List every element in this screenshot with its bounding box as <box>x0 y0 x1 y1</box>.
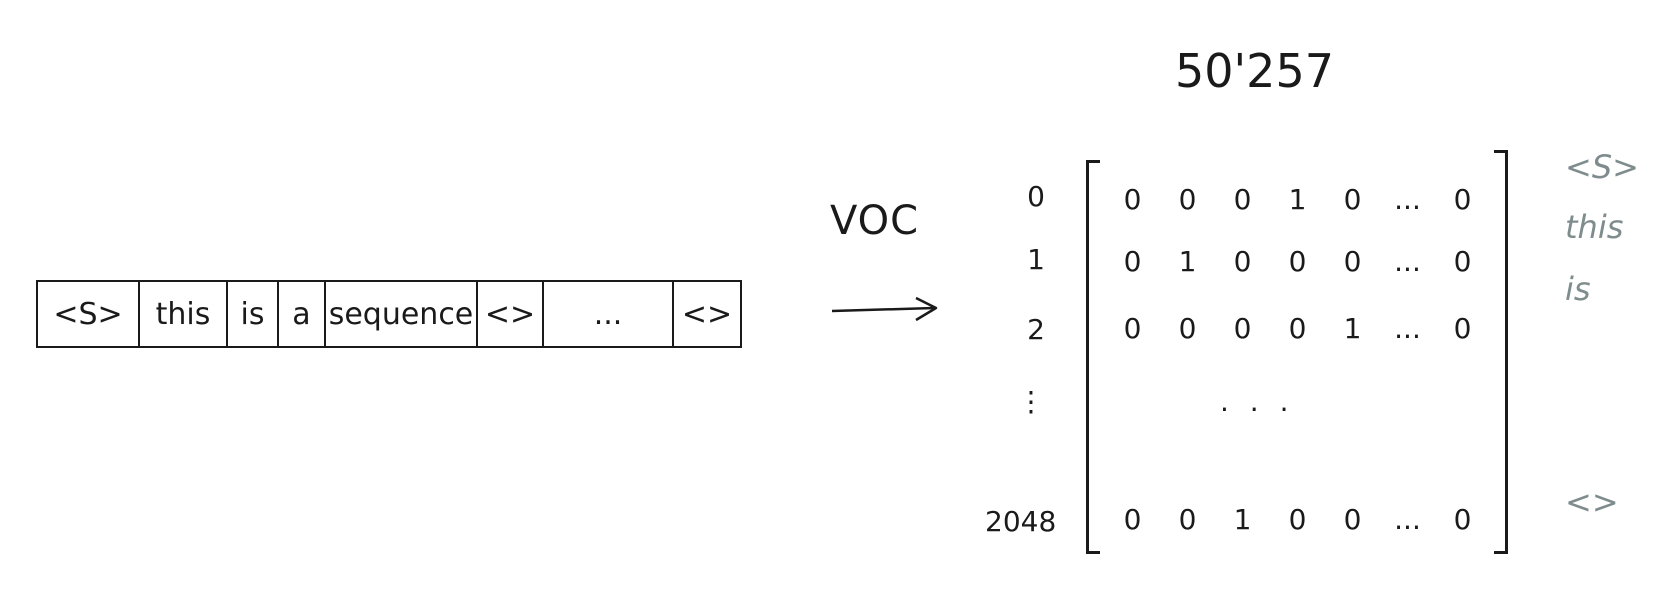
matrix-cell: ... <box>1394 183 1421 216</box>
matrix-cell: 0 <box>1123 312 1142 345</box>
token-cell: a <box>279 282 326 346</box>
row-token-label: this <box>1565 208 1624 246</box>
matrix-cell: 0 <box>1123 503 1142 536</box>
matrix-cell: 1 <box>1178 245 1197 278</box>
matrix-cell: 1 <box>1288 183 1307 216</box>
matrix-cell: 0 <box>1123 183 1142 216</box>
matrix-cell: 0 <box>1233 245 1252 278</box>
token-cell: ... <box>544 282 674 346</box>
matrix-cell: 0 <box>1343 183 1362 216</box>
vocab-size-label: 50'257 <box>1175 44 1334 98</box>
matrix-left-bracket <box>1086 160 1100 554</box>
matrix-cell: 0 <box>1453 245 1472 278</box>
token-cell: sequence <box>326 282 478 346</box>
row-index: ⋮ <box>1017 385 1045 418</box>
token-cell: <S> <box>38 282 140 346</box>
matrix-cell: 1 <box>1233 503 1252 536</box>
matrix-cell: 1 <box>1343 312 1362 345</box>
token-cell: this <box>140 282 228 346</box>
token-sequence: <S> this is a sequence <> ... <> <box>36 280 742 348</box>
row-index: 1 <box>1027 243 1045 276</box>
matrix-cell: 0 <box>1178 503 1197 536</box>
matrix-cell: 0 <box>1453 503 1472 536</box>
row-token-label: is <box>1565 270 1591 308</box>
matrix-row: 0 0 0 0 1 ... 0 <box>1105 312 1490 345</box>
matrix-row: 0 0 1 0 0 ... 0 <box>1105 503 1490 536</box>
matrix-cell: 0 <box>1343 503 1362 536</box>
matrix-right-bracket <box>1494 150 1508 554</box>
matrix-cell: 0 <box>1233 312 1252 345</box>
matrix-cell: 0 <box>1288 312 1307 345</box>
row-index: 2 <box>1027 313 1045 346</box>
matrix-row: 0 0 0 1 0 ... 0 <box>1105 183 1490 216</box>
matrix-cell: 0 <box>1178 312 1197 345</box>
matrix-cell: ... <box>1394 245 1421 278</box>
token-cell: <> <box>478 282 544 346</box>
matrix-cell: ... <box>1394 503 1421 536</box>
matrix-cell: 0 <box>1178 183 1197 216</box>
matrix-cell: 0 <box>1233 183 1252 216</box>
token-cell: is <box>228 282 279 346</box>
row-token-label: <> <box>1565 483 1619 521</box>
matrix-cell: 0 <box>1343 245 1362 278</box>
matrix-cell: 0 <box>1453 183 1472 216</box>
matrix-row: 0 1 0 0 0 ... 0 <box>1105 245 1490 278</box>
row-token-label: <S> <box>1565 148 1639 186</box>
matrix-cell: 0 <box>1123 245 1142 278</box>
row-index: 2048 <box>985 505 1057 538</box>
row-index: 0 <box>1027 180 1045 213</box>
token-cell: <> <box>681 296 733 332</box>
row-ellipsis: . . . <box>1220 385 1295 418</box>
matrix-cell: 0 <box>1288 245 1307 278</box>
matrix-cell: ... <box>1394 312 1421 345</box>
vocab-label: VOC <box>830 198 920 244</box>
right-arrow-icon <box>831 296 938 322</box>
matrix-cell: 0 <box>1288 503 1307 536</box>
matrix-cell: 0 <box>1453 312 1472 345</box>
